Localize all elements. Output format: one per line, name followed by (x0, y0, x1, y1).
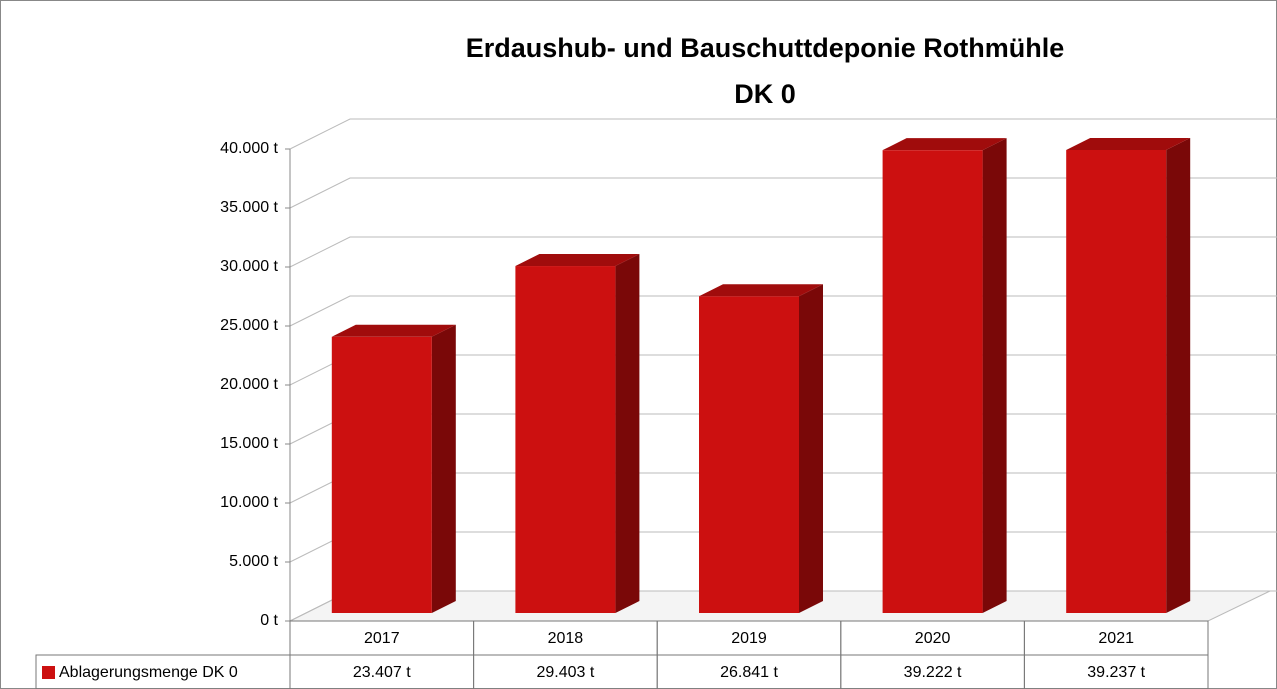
table-cell (1023, 654, 1209, 689)
bar-top (331, 324, 456, 337)
x-tick-label: 2017 (364, 630, 400, 647)
y-tick-label: 10.000 t (220, 494, 278, 511)
data-label: 26.841 t (720, 664, 778, 681)
data-label: 39.222 t (904, 664, 962, 681)
y-tick-label: 0 t (260, 612, 278, 629)
bar-top (1066, 138, 1191, 151)
bar (515, 266, 616, 613)
bar-side (982, 138, 1007, 613)
bar (331, 336, 432, 613)
chart-title: Erdaushub- und Bauschuttdeponie Rothmühl… (466, 33, 1064, 63)
bar-top (882, 138, 1007, 151)
bar-side (431, 324, 456, 613)
y-tick-label: 30.000 t (220, 258, 278, 275)
grid-line (289, 118, 1277, 150)
bar-side (799, 284, 823, 613)
legend-label: Ablagerungsmenge DK 0 (59, 664, 238, 681)
data-label: 23.407 t (353, 664, 411, 681)
y-tick-label: 35.000 t (220, 199, 278, 216)
bar-side (615, 254, 640, 613)
data-label: 39.237 t (1087, 664, 1145, 681)
bar-top (699, 284, 823, 297)
y-tick-label: 5.000 t (229, 553, 278, 570)
x-tick-label: 2019 (731, 630, 767, 647)
x-tick-label: 2018 (548, 630, 584, 647)
data-label: 29.403 t (536, 664, 594, 681)
x-tick-label: 2021 (1098, 630, 1134, 647)
bar (1066, 150, 1167, 613)
y-tick-label: 20.000 t (220, 376, 278, 393)
chart-subtitle: DK 0 (734, 79, 796, 109)
y-tick-label: 40.000 t (220, 140, 278, 157)
bar-top (515, 254, 640, 267)
y-tick-label: 15.000 t (220, 435, 278, 452)
legend-cell (35, 654, 291, 689)
x-tick-label: 2020 (915, 630, 951, 647)
y-tick-label: 25.000 t (220, 317, 278, 334)
bar-side (1166, 138, 1191, 613)
bar (699, 296, 799, 613)
bar (882, 150, 983, 613)
legend-swatch (42, 666, 55, 679)
